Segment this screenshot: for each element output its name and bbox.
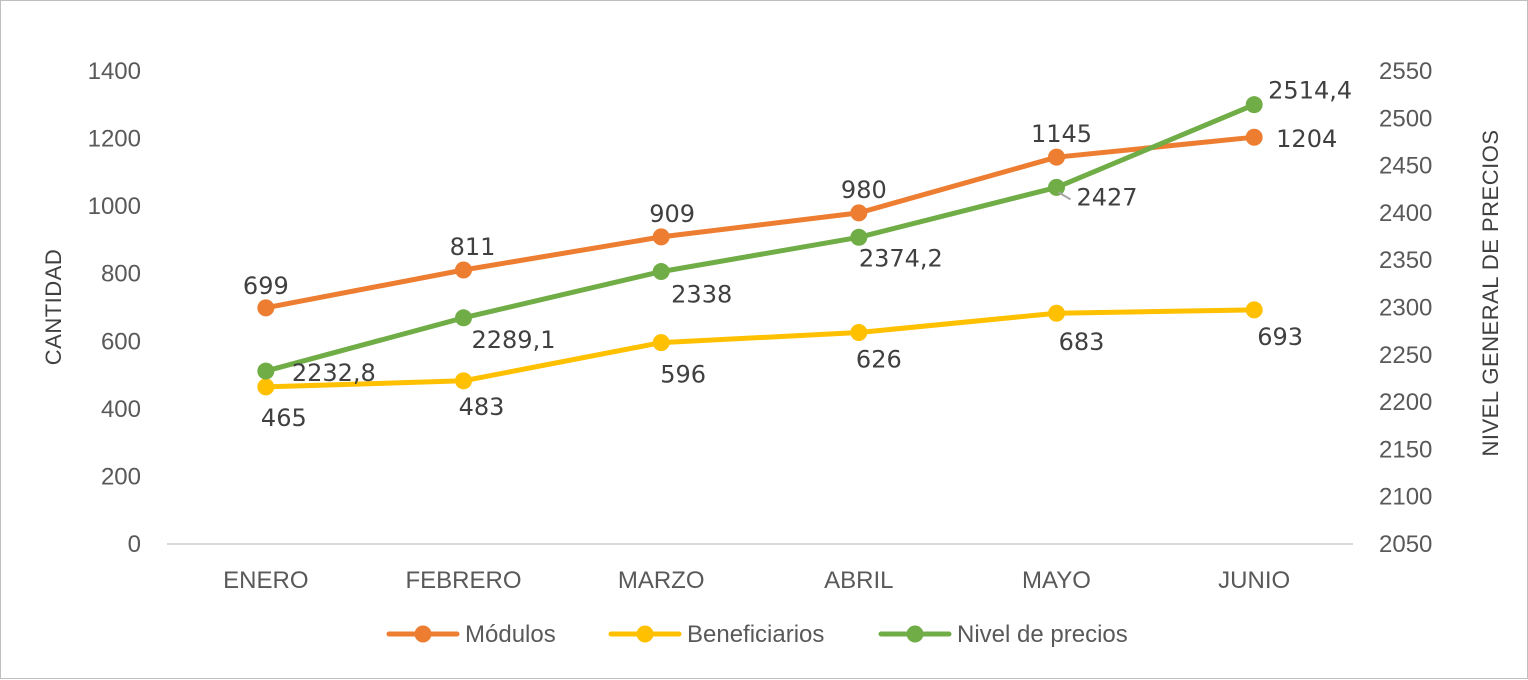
- legend-marker: [906, 625, 924, 643]
- data-point: [850, 228, 868, 246]
- data-point: [455, 261, 472, 279]
- data-point: [1245, 301, 1263, 319]
- data-point: [1048, 304, 1065, 322]
- y-left-tick-label: 400: [101, 396, 141, 423]
- legend-marker: [636, 625, 654, 643]
- y-left-tick-label: 600: [101, 328, 141, 355]
- x-tick-label: ABRIL: [824, 567, 893, 594]
- data-label: 483: [459, 393, 505, 421]
- x-tick-label: MARZO: [618, 567, 705, 594]
- data-point: [850, 204, 868, 222]
- legend-label: Beneficiarios: [687, 621, 824, 648]
- data-label: 2427: [1077, 183, 1138, 211]
- x-tick-label: FEBRERO: [405, 567, 521, 594]
- data-point: [1245, 96, 1263, 114]
- y-right-tick-label: 2250: [1379, 342, 1432, 369]
- data-point: [1245, 128, 1263, 146]
- legend-label: Módulos: [465, 621, 556, 648]
- data-label: 699: [243, 272, 289, 300]
- y-left-tick-label: 1200: [88, 126, 141, 153]
- x-tick-label: JUNIO: [1218, 567, 1290, 594]
- y-right-tick-label: 2500: [1379, 105, 1432, 132]
- y-right-tick-label: 2050: [1379, 531, 1432, 558]
- y-left-tick-label: 0: [128, 531, 141, 558]
- y-right-tick-label: 2350: [1379, 247, 1432, 274]
- data-label: 693: [1257, 323, 1303, 351]
- data-point: [850, 324, 868, 342]
- legend-label: Nivel de precios: [957, 621, 1128, 648]
- data-point: [1048, 178, 1065, 196]
- data-label: 2338: [671, 281, 732, 309]
- y-left-tick-label: 1000: [88, 193, 141, 220]
- data-label: 2232,8: [292, 359, 376, 387]
- y-right-tick-label: 2200: [1379, 389, 1432, 416]
- data-point: [455, 372, 472, 390]
- y-right-tick-label: 2450: [1379, 153, 1432, 180]
- y-left-tick-label: 200: [101, 463, 141, 490]
- data-label: 626: [856, 346, 902, 374]
- data-point: [455, 309, 472, 327]
- legend-marker: [414, 625, 432, 643]
- data-label: 465: [261, 404, 307, 432]
- data-label: 1145: [1031, 120, 1092, 148]
- label-leader-line: [1057, 191, 1072, 201]
- y-right-tick-label: 2300: [1379, 295, 1432, 322]
- y-right-axis-title: NIVEL GENERAL DE PRECIOS: [1478, 129, 1503, 456]
- data-point: [1048, 148, 1065, 166]
- series-line: [263, 102, 1257, 374]
- y-right-tick-label: 2150: [1379, 436, 1432, 463]
- data-point: [652, 228, 670, 246]
- y-right-tick-label: 2400: [1379, 200, 1432, 227]
- data-label: 980: [841, 176, 887, 204]
- y-right-tick-label: 2550: [1379, 58, 1432, 85]
- data-point: [257, 299, 275, 317]
- series-line: [263, 134, 1257, 311]
- data-point: [257, 378, 275, 396]
- data-point: [257, 362, 275, 380]
- data-label: 596: [660, 361, 706, 389]
- y-right-tick-label: 2100: [1379, 484, 1432, 511]
- data-label: 683: [1059, 328, 1105, 356]
- data-point: [652, 334, 670, 352]
- y-left-tick-label: 1400: [88, 58, 141, 85]
- data-label: 811: [450, 233, 496, 261]
- y-left-axis-title: CANTIDAD: [41, 249, 66, 365]
- x-tick-label: MAYO: [1022, 567, 1091, 594]
- data-label: 909: [649, 200, 695, 228]
- series-line: [263, 307, 1257, 390]
- data-point: [652, 263, 670, 281]
- data-label: 2374,2: [859, 244, 943, 272]
- data-label: 2289,1: [472, 326, 556, 354]
- data-label: 1204: [1276, 125, 1337, 153]
- data-label: 2514,4: [1268, 77, 1352, 105]
- x-tick-label: ENERO: [223, 567, 308, 594]
- y-left-tick-label: 800: [101, 261, 141, 288]
